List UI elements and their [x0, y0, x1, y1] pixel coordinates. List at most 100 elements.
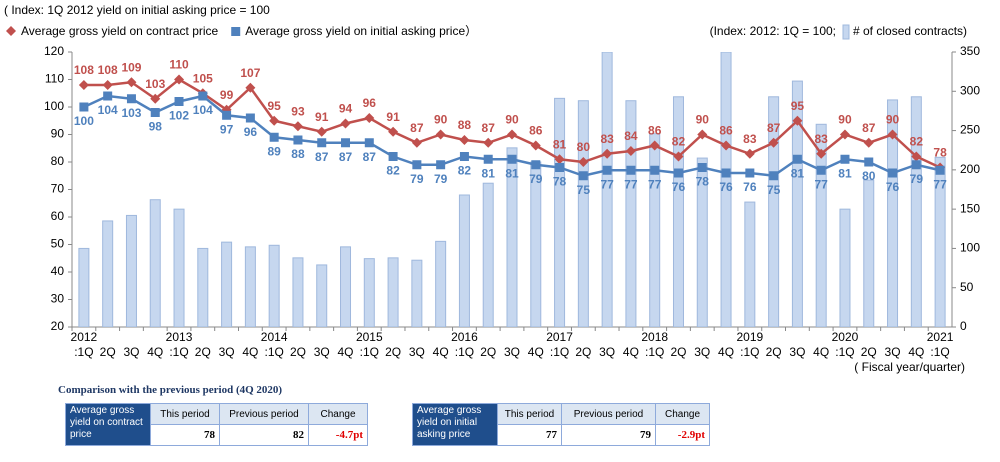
bar — [554, 97, 566, 327]
value-label: 95 — [791, 99, 805, 113]
marker — [887, 129, 898, 140]
marker — [602, 148, 613, 159]
x-tick-label: 4Q — [338, 345, 354, 359]
value-label: 87 — [862, 121, 876, 135]
bar — [791, 80, 803, 327]
value-label: 87 — [482, 121, 496, 135]
bar — [387, 257, 399, 327]
x-tick-label: 2Q — [861, 345, 877, 359]
x-year-label: 2014 — [261, 330, 288, 344]
marker — [79, 102, 89, 112]
marker — [768, 137, 779, 148]
bar — [744, 201, 756, 327]
bar — [458, 194, 470, 327]
value-label: 91 — [315, 110, 329, 124]
value-label: 90 — [505, 113, 519, 127]
value-label: 81 — [553, 137, 567, 151]
value-label: 104 — [193, 103, 213, 117]
value-label: 95 — [267, 99, 281, 113]
x-tick-label: :1Q — [930, 345, 949, 359]
value-label: 79 — [434, 172, 448, 186]
bar — [78, 247, 90, 327]
bar — [530, 161, 542, 327]
value-label: 87 — [315, 150, 329, 164]
legend-label: # of closed contracts) — [853, 24, 967, 38]
y2-tick-label: 0 — [960, 319, 967, 333]
chart-title: ( Index: 1Q 2012 yield on initial asking… — [4, 3, 270, 17]
bar — [244, 246, 256, 327]
bar — [768, 96, 780, 327]
value-label: 83 — [743, 132, 757, 146]
marker — [364, 138, 374, 148]
value-label: 99 — [220, 88, 234, 102]
value-label: 91 — [386, 110, 400, 124]
value-label: 76 — [743, 180, 757, 194]
y2-tick-label: 200 — [960, 162, 980, 176]
value-label: 87 — [363, 150, 377, 164]
x-year-label: 2020 — [832, 330, 859, 344]
table-header: Previous period — [561, 403, 656, 425]
marker — [388, 152, 398, 161]
table-header: Change — [308, 403, 368, 425]
marker — [269, 132, 279, 142]
marker — [412, 160, 422, 170]
y2-tick-label: 150 — [960, 201, 980, 215]
x-tick-label: 2Q — [670, 345, 686, 359]
marker — [530, 140, 541, 151]
marker — [340, 118, 351, 129]
value-label: 88 — [458, 118, 472, 132]
marker — [935, 165, 945, 175]
bar — [316, 264, 328, 327]
marker — [150, 93, 161, 104]
marker — [578, 171, 588, 181]
x-tick-label: 3Q — [123, 345, 139, 359]
marker — [411, 137, 422, 148]
value-label: 79 — [529, 172, 543, 186]
x-axis-label: ( Fiscal year/quarter) — [854, 360, 965, 374]
value-label: 109 — [121, 60, 141, 74]
table-value: 77 — [497, 424, 562, 446]
value-label: 108 — [74, 63, 94, 77]
x-tick-label: :1Q — [74, 345, 93, 359]
x-tick-label: 3Q — [599, 345, 615, 359]
value-label: 82 — [672, 135, 686, 149]
bar — [411, 259, 423, 327]
comparison-table: Average gross yield on initial asking pr… — [412, 403, 710, 446]
value-label: 81 — [791, 166, 805, 180]
x-tick-label: 4Q — [813, 345, 829, 359]
marker — [769, 171, 779, 181]
value-label: 82 — [386, 164, 400, 178]
y-tick-label: 30 — [51, 292, 65, 306]
marker — [150, 108, 160, 117]
legend-label: Average gross yield on contract price — [21, 24, 219, 38]
bar — [435, 240, 447, 327]
marker — [198, 91, 208, 101]
marker — [483, 154, 493, 164]
value-label: 81 — [482, 166, 496, 180]
value-label: 84 — [624, 129, 638, 143]
x-tick-label: 4Q — [528, 345, 544, 359]
x-tick-label: :1Q — [169, 345, 188, 359]
legend-label: Average gross yield on initial asking pr… — [245, 24, 465, 38]
x-tick-label: 3Q — [219, 345, 235, 359]
marker — [839, 129, 850, 140]
x-tick-label: 3Q — [789, 345, 805, 359]
value-label: 77 — [933, 177, 947, 191]
marker — [697, 163, 707, 172]
y-tick-label: 50 — [51, 237, 65, 251]
table-label: Average gross yield on initial asking pr… — [412, 403, 498, 446]
marker — [721, 140, 732, 151]
bar — [839, 208, 851, 327]
marker — [293, 135, 303, 145]
value-label: 75 — [767, 183, 781, 197]
marker — [507, 154, 517, 164]
value-label: 78 — [696, 175, 710, 189]
marker — [531, 160, 541, 170]
x-tick-label: 2Q — [575, 345, 591, 359]
bar — [173, 208, 185, 327]
marker — [697, 129, 708, 140]
x-tick-label: 2Q — [290, 345, 306, 359]
marker — [78, 80, 89, 90]
marker — [649, 140, 660, 151]
table-header: This period — [497, 403, 562, 425]
